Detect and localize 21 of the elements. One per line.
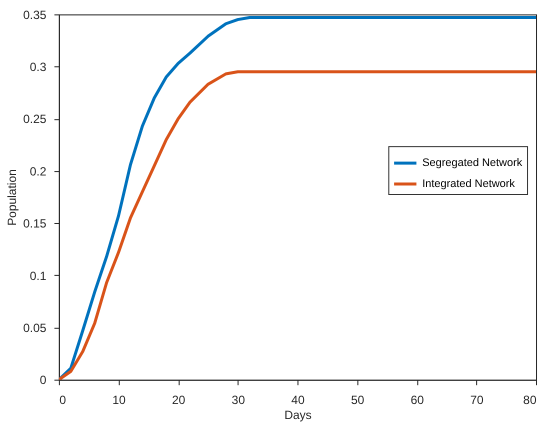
- x-tick-label: 30: [232, 393, 246, 408]
- x-tick-label: 70: [470, 393, 484, 408]
- x-tick-label: 80: [523, 393, 537, 408]
- y-tick-label: 0.25: [23, 112, 47, 126]
- y-tick-label: 0.1: [30, 268, 47, 283]
- y-tick-label: 0: [40, 373, 47, 388]
- x-tick-label: 20: [172, 393, 186, 408]
- y-tick-label: 0.2: [30, 164, 47, 178]
- x-tick-label: 50: [350, 393, 365, 408]
- y-axis-title: Population: [5, 169, 20, 226]
- legend-label: Segregated Network: [422, 157, 523, 170]
- legend-label: Integrated Network: [422, 178, 516, 190]
- y-tick-label: 0.35: [23, 8, 47, 22]
- y-tick-label: 0.3: [30, 60, 47, 74]
- y-tick-label: 0.05: [23, 320, 47, 335]
- x-tick-label: 10: [112, 393, 126, 408]
- y-tick-label: 0.15: [23, 216, 47, 231]
- x-tick-label: 60: [410, 393, 424, 408]
- x-tick-label: 0: [59, 393, 66, 408]
- x-tick-label: 40: [291, 393, 305, 408]
- x-axis-title: Days: [284, 408, 312, 422]
